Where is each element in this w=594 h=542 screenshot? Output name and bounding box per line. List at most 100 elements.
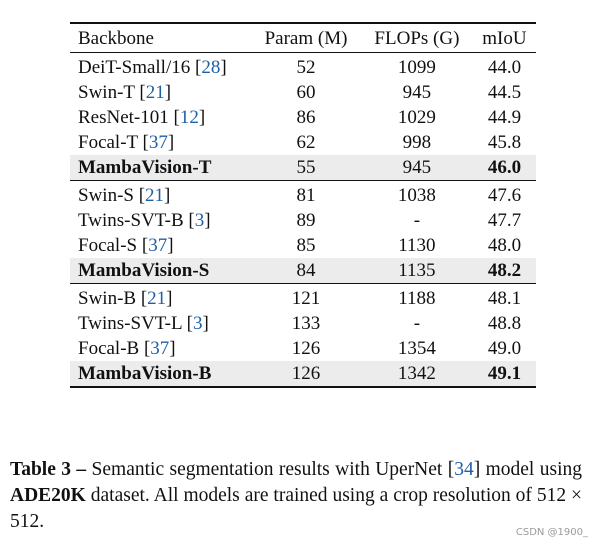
row-miou: 44.0	[487, 57, 522, 78]
results-table-wrapper: Backbone Param (M) FLOPs (G) mIoU DeiT-S…	[70, 22, 536, 388]
table-caption: Table 3 – Semantic segmentation results …	[10, 457, 582, 535]
highlight-flops: 945	[360, 155, 473, 181]
citation-link[interactable]: 21	[145, 82, 165, 103]
row-backbone: Focal-S [37]	[70, 233, 251, 258]
citation-close: ]	[166, 288, 173, 309]
highlight-row: MambaVision-S 84 1135 48.2	[70, 258, 536, 284]
row-backbone: Swin-T [21]	[70, 80, 251, 105]
row-flops: 945	[402, 82, 432, 103]
row-param: 60	[296, 82, 316, 103]
model-name: Focal-T [	[78, 132, 149, 153]
header-miou: mIoU	[482, 27, 527, 49]
row-param: 89	[296, 210, 316, 231]
citation-link[interactable]: 3	[192, 313, 203, 334]
header-backbone: Backbone	[78, 27, 154, 49]
highlight-param: 84	[251, 258, 361, 284]
row-flops: 1130	[398, 235, 436, 256]
row-flops: 1099	[397, 57, 436, 78]
row-backbone: ResNet-101 [12]	[70, 105, 251, 130]
row-param: 126	[291, 338, 321, 359]
row-param: 85	[296, 235, 316, 256]
citation-link[interactable]: 3	[194, 210, 205, 231]
table-row: Focal-T [37] 62 998 45.8	[70, 130, 536, 155]
table-body: DeiT-Small/16 [28] 52 1099 44.0 Swin-T […	[70, 52, 536, 387]
highlight-miou: 46.0	[472, 155, 536, 181]
highlight-param: 55	[251, 155, 361, 181]
model-name: Focal-S [	[78, 235, 149, 256]
citation-link[interactable]: 37	[148, 235, 168, 256]
row-flops: 1188	[398, 288, 436, 309]
row-miou: 47.7	[487, 210, 522, 231]
table-row: Focal-B [37] 126 1354 49.0	[70, 336, 536, 361]
table-row: Twins-SVT-L [3] 133 - 48.8	[70, 311, 536, 336]
model-name: Twins-SVT-B [	[78, 210, 195, 231]
row-param: 62	[296, 132, 316, 153]
citation-close: ]	[220, 57, 227, 78]
row-flops: 998	[402, 132, 432, 153]
model-name: DeiT-Small/16 [	[78, 57, 202, 78]
highlight-model-name: MambaVision-B	[70, 361, 252, 387]
model-name: ResNet-101 [	[78, 107, 180, 128]
row-backbone: Swin-B [21]	[70, 284, 251, 312]
caption-text-1: Semantic segmentation results with UperN…	[86, 459, 455, 480]
table-row: Twins-SVT-B [3] 89 - 47.7	[70, 208, 536, 233]
row-param: 133	[291, 313, 321, 334]
highlight-miou: 48.2	[472, 258, 536, 284]
row-miou: 48.1	[487, 288, 522, 309]
row-param: 121	[291, 288, 321, 309]
row-miou: 47.6	[487, 185, 522, 206]
citation-close: ]	[164, 82, 172, 103]
caption-dataset: ADE20K	[10, 485, 86, 506]
row-flops: -	[413, 210, 421, 231]
row-backbone: DeiT-Small/16 [28]	[70, 53, 251, 81]
row-flops: 1354	[397, 338, 436, 359]
citation-link[interactable]: 37	[150, 338, 170, 359]
row-flops: 1029	[397, 107, 436, 128]
citation-link[interactable]: 37	[148, 132, 168, 153]
highlight-row: MambaVision-T 55 945 46.0	[70, 155, 536, 181]
model-name: Focal-B [	[78, 338, 151, 359]
caption-label: Table 3 –	[10, 459, 87, 480]
row-backbone: Twins-SVT-B [3]	[70, 208, 251, 233]
highlight-model-name: MambaVision-S	[70, 258, 252, 284]
row-backbone: Twins-SVT-L [3]	[70, 311, 251, 336]
results-table: Backbone Param (M) FLOPs (G) mIoU DeiT-S…	[70, 22, 536, 388]
citation-link[interactable]: 21	[145, 185, 165, 206]
row-miou: 45.8	[487, 132, 522, 153]
row-miou: 44.5	[487, 82, 522, 103]
row-backbone: Focal-B [37]	[70, 336, 251, 361]
citation-close: ]	[198, 107, 206, 128]
citation-close: ]	[167, 132, 175, 153]
table-row: Swin-T [21] 60 945 44.5	[70, 80, 536, 105]
header-flops: FLOPs (G)	[374, 27, 460, 49]
citation-link[interactable]: 12	[179, 107, 199, 128]
table-header-row: Backbone Param (M) FLOPs (G) mIoU	[70, 23, 536, 53]
table-row: Focal-S [37] 85 1130 48.0	[70, 233, 536, 258]
highlight-flops: 1135	[360, 258, 473, 284]
citation-close: ]	[164, 185, 171, 206]
model-name: Swin-T [	[78, 82, 146, 103]
highlight-miou: 49.1	[472, 361, 536, 387]
caption-citation-link[interactable]: 34	[454, 459, 474, 480]
row-miou: 49.0	[487, 338, 522, 359]
row-flops: -	[413, 313, 421, 334]
table-row: DeiT-Small/16 [28] 52 1099 44.0	[70, 52, 536, 81]
row-miou: 48.8	[487, 313, 522, 334]
model-name: Swin-S [	[78, 185, 146, 206]
row-backbone: Focal-T [37]	[70, 130, 251, 155]
row-backbone: Swin-S [21]	[70, 181, 251, 209]
citation-link[interactable]: 28	[201, 57, 221, 78]
caption-text-3: dataset. All models are trained using a …	[10, 485, 582, 532]
table-row: Swin-S [21] 81 1038 47.6	[70, 180, 536, 209]
row-param: 52	[296, 57, 316, 78]
highlight-row: MambaVision-B 126 1342 49.1	[70, 361, 536, 387]
row-param: 86	[296, 107, 316, 128]
table-row: ResNet-101 [12] 86 1029 44.9	[70, 105, 536, 130]
header-param: Param (M)	[264, 27, 348, 49]
row-miou: 44.9	[487, 107, 522, 128]
caption-text-2: ] model using	[473, 459, 582, 480]
citation-link[interactable]: 21	[147, 288, 167, 309]
citation-close: ]	[169, 338, 176, 359]
model-name: Twins-SVT-L [	[78, 313, 193, 334]
table-row: Swin-B [21] 121 1188 48.1	[70, 283, 536, 312]
